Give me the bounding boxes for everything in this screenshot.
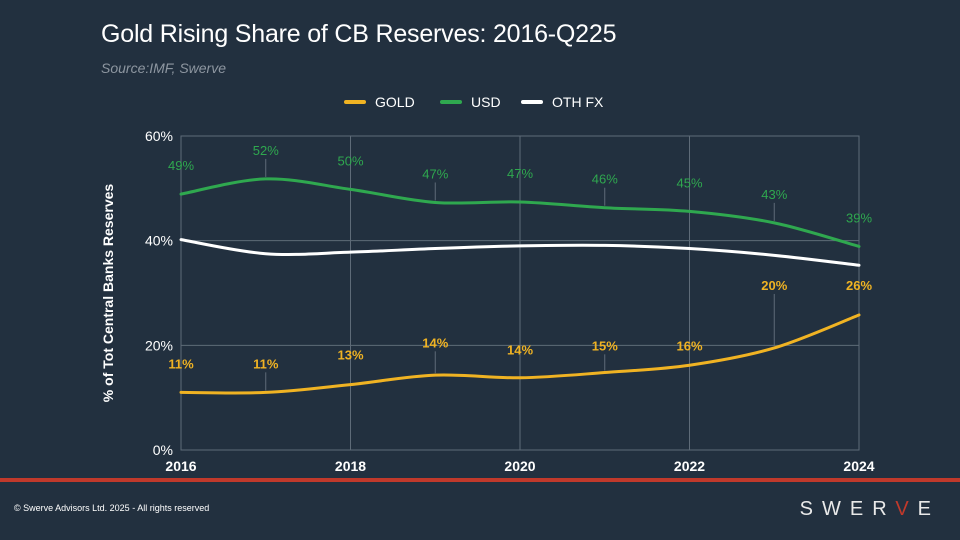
data-label-gold: 11% <box>168 356 194 371</box>
data-label-usd: 47% <box>422 166 448 181</box>
brand-left: SWER <box>799 498 896 520</box>
data-label-gold: 15% <box>592 338 618 353</box>
data-label-gold: 11% <box>253 356 279 371</box>
y-tick-label: 0% <box>153 442 173 458</box>
data-label-usd: 39% <box>846 210 872 225</box>
x-tick-label: 2022 <box>674 458 705 474</box>
data-label-usd: 47% <box>507 166 533 181</box>
y-tick-label: 60% <box>145 128 173 144</box>
y-axis-label: % of Tot Central Banks Reserves <box>100 184 116 403</box>
footer-divider <box>0 478 960 482</box>
data-label-usd: 52% <box>253 143 279 158</box>
legend-label-oth-fx: OTH FX <box>552 94 604 110</box>
line-chart: 0% 20% 40% 60% 2016 2018 2020 2022 2024 % of Tot … <box>100 94 875 474</box>
series-line-oth-fx <box>179 238 861 267</box>
x-tick-label: 2018 <box>335 458 366 474</box>
data-label-usd: 43% <box>761 187 787 202</box>
series-line-usd <box>179 177 861 248</box>
legend-label-usd: USD <box>471 94 501 110</box>
y-tick-label: 20% <box>145 337 173 353</box>
data-label-gold: 16% <box>676 338 702 353</box>
brand-logo: SWERVE <box>800 498 940 521</box>
x-tick-label: 2020 <box>504 458 535 474</box>
legend-label-gold: GOLD <box>375 94 415 110</box>
copyright-text: © Swerve Advisors Ltd. 2025 - All rights… <box>14 503 210 513</box>
data-label-gold: 14% <box>422 335 448 350</box>
x-tick-label: 2016 <box>165 458 196 474</box>
data-label-gold: 13% <box>337 347 363 362</box>
y-tick-label: 40% <box>145 233 173 249</box>
data-label-usd: 45% <box>676 175 702 190</box>
data-label-usd: 50% <box>337 153 363 168</box>
brand-right: E <box>917 498 940 520</box>
brand-accent: V <box>895 498 918 520</box>
chart-title: Gold Rising Share of CB Reserves: 2016-Q… <box>101 20 617 48</box>
series-line-gold <box>179 313 861 395</box>
data-label-gold: 14% <box>507 342 533 357</box>
chart-subtitle: Source:IMF, Swerve <box>101 60 227 76</box>
x-tick-label: 2024 <box>843 458 874 474</box>
data-label-usd: 49% <box>168 158 194 173</box>
data-label-gold: 26% <box>846 278 872 293</box>
data-label-gold: 20% <box>761 278 787 293</box>
data-label-usd: 46% <box>592 172 618 187</box>
